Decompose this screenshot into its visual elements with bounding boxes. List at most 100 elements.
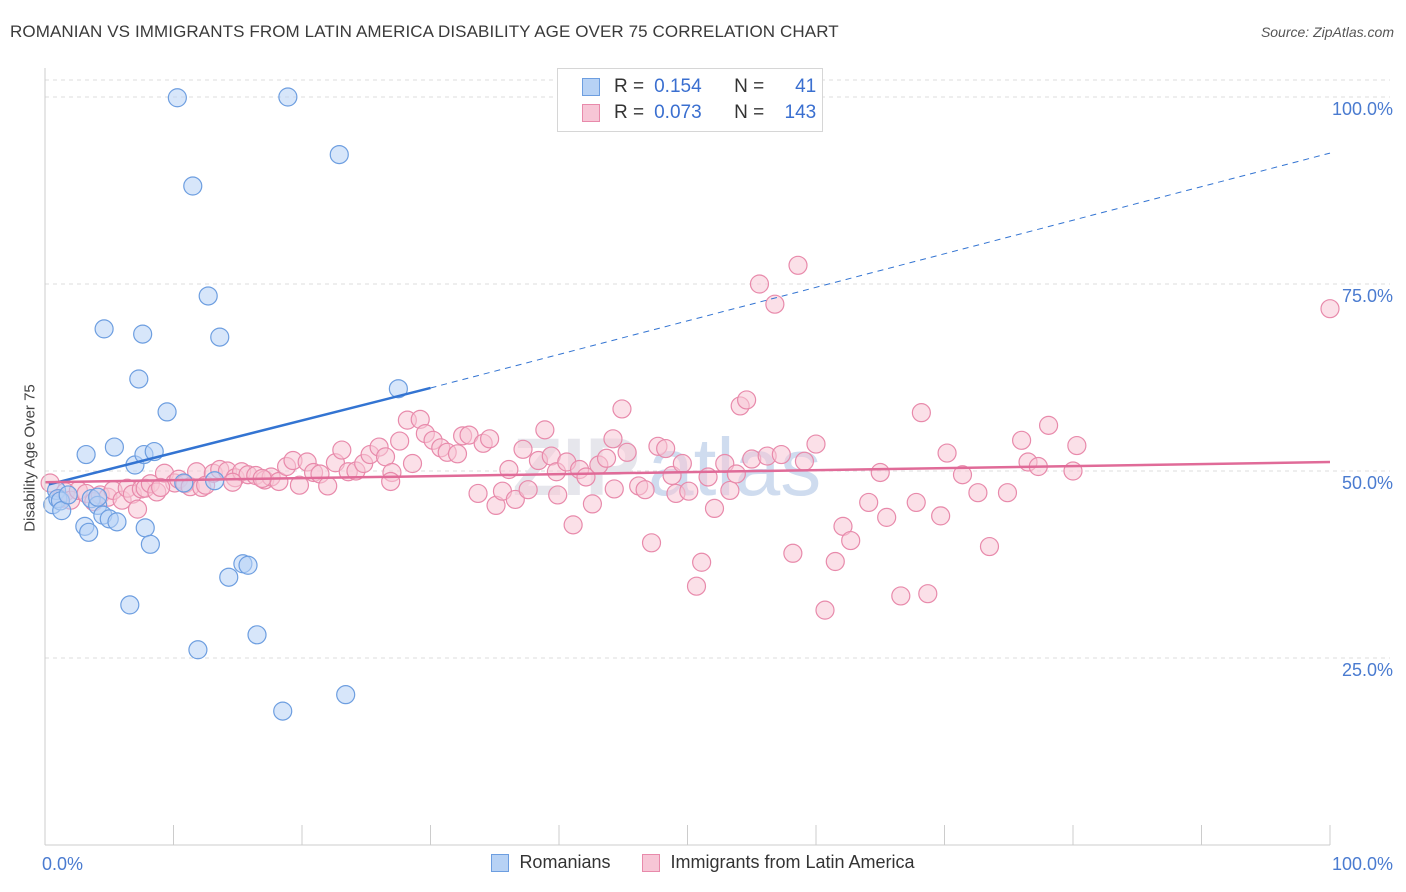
y-tick-label: 50.0% xyxy=(1342,473,1393,493)
latin-america-point xyxy=(679,481,699,501)
latin-america-point xyxy=(1038,415,1059,435)
latin-america-point xyxy=(891,586,911,606)
legend-label-romanians: Romanians xyxy=(519,852,611,872)
latin-america-point xyxy=(641,533,662,553)
latin-america-point xyxy=(402,453,423,474)
latin-america-point xyxy=(612,399,632,419)
latin-america-point xyxy=(480,429,500,449)
romanians-trend-extension xyxy=(430,152,1331,389)
romanians-point xyxy=(79,522,99,542)
romanians-point xyxy=(157,402,177,422)
romanians-point xyxy=(278,87,298,107)
latin-america-point xyxy=(656,438,676,459)
latin-america-point xyxy=(223,472,243,492)
romanians-point xyxy=(336,685,356,705)
legend-r-key: R = xyxy=(614,76,645,97)
latin-america-point xyxy=(603,429,623,449)
latin-america-point xyxy=(635,480,655,500)
latin-america-point xyxy=(505,489,525,510)
romanians-point xyxy=(183,176,203,196)
y-tick-label: 100.0% xyxy=(1332,99,1393,119)
latin-america-point xyxy=(1063,461,1083,481)
correlation-legend: R = 0.154 N = 41 R = 0.073 N = 143 xyxy=(557,68,823,132)
latin-america-point xyxy=(332,440,352,460)
series-legend: Romanians Immigrants from Latin America xyxy=(0,852,1406,873)
latin-america-point xyxy=(535,420,555,440)
romanians-point xyxy=(174,473,194,493)
latin-america-point xyxy=(127,499,148,519)
latin-america-point xyxy=(859,492,879,513)
legend-label-latin-america: Immigrants from Latin America xyxy=(670,852,915,872)
latin-america-point xyxy=(513,439,533,459)
x-tick-label: 0.0% xyxy=(42,854,83,874)
romanians-point xyxy=(167,88,187,108)
latin-america-point xyxy=(952,465,973,485)
latin-america-point xyxy=(582,494,603,514)
latin-america-point xyxy=(726,464,746,484)
y-tick-label: 25.0% xyxy=(1342,660,1393,680)
latin-america-point xyxy=(548,485,568,505)
romanians-point xyxy=(210,327,230,347)
romanians-point xyxy=(104,437,124,457)
axes: 25.0% 50.0% 75.0% 100.0% 0.0% 100.0% xyxy=(42,68,1393,874)
romanians-point xyxy=(88,487,108,507)
latin-america-point xyxy=(617,442,637,462)
legend-n-value: 41 xyxy=(795,76,817,97)
latin-america-point xyxy=(906,492,926,513)
latin-america-point xyxy=(686,576,707,596)
latin-america-point xyxy=(704,498,725,518)
x-tick-label: 100.0% xyxy=(1332,854,1393,874)
latin-america-point xyxy=(877,507,897,527)
romanians-point xyxy=(140,534,160,554)
source-label: Source: ZipAtlas.com xyxy=(1260,24,1394,40)
latin-america-point xyxy=(788,255,808,275)
latin-america-point xyxy=(979,536,1000,557)
latin-america-point xyxy=(815,600,835,620)
romanians-point xyxy=(94,319,114,339)
romanians-point xyxy=(120,595,140,615)
latin-america-point xyxy=(806,434,826,454)
trend-lines xyxy=(44,152,1331,486)
romanians-point xyxy=(247,625,267,645)
latin-america-point xyxy=(692,552,712,572)
romanians-point xyxy=(388,379,408,399)
romanians-point xyxy=(76,444,96,465)
latin-america-point xyxy=(1067,435,1087,456)
latin-america-point xyxy=(563,515,583,535)
latin-america-point xyxy=(318,476,338,496)
romanians-point xyxy=(273,701,293,721)
romanians-point xyxy=(188,640,208,660)
latin-america-point xyxy=(289,475,310,495)
romanians-trend-line xyxy=(48,386,431,486)
legend-row-latin-america: R = 0.073 N = 143 xyxy=(582,101,816,125)
latin-america-point xyxy=(381,471,401,492)
data-points xyxy=(40,87,1340,721)
chart-title: ROMANIAN VS IMMIGRANTS FROM LATIN AMERIC… xyxy=(10,22,839,41)
latin-america-point xyxy=(911,403,931,423)
romanians-swatch xyxy=(582,78,600,96)
latin-america-point xyxy=(794,451,815,471)
romanians-point xyxy=(129,369,149,389)
latin-america-point xyxy=(771,444,791,465)
latin-america-swatch xyxy=(582,104,600,122)
legend-n-value: 143 xyxy=(784,102,817,123)
latin-america-point xyxy=(968,483,988,503)
latin-america-point xyxy=(459,425,479,445)
legend-row-romanians: R = 0.154 N = 41 xyxy=(582,75,816,99)
romanians-point xyxy=(219,567,239,587)
latin-america-point xyxy=(596,448,617,468)
latin-america-point xyxy=(931,506,951,526)
latin-america-point xyxy=(870,462,890,483)
latin-america-point xyxy=(937,443,957,463)
latin-america-point xyxy=(151,477,171,498)
latin-america-point xyxy=(1320,299,1340,319)
latin-america-point xyxy=(720,480,740,501)
latin-america-point xyxy=(1011,430,1032,450)
latin-america-point xyxy=(997,483,1018,503)
romanians-point xyxy=(238,555,258,575)
romanians-point xyxy=(133,324,153,344)
latin-america-point xyxy=(468,483,488,504)
romanians-point xyxy=(329,144,349,165)
legend-r-value: 0.154 xyxy=(654,76,702,97)
